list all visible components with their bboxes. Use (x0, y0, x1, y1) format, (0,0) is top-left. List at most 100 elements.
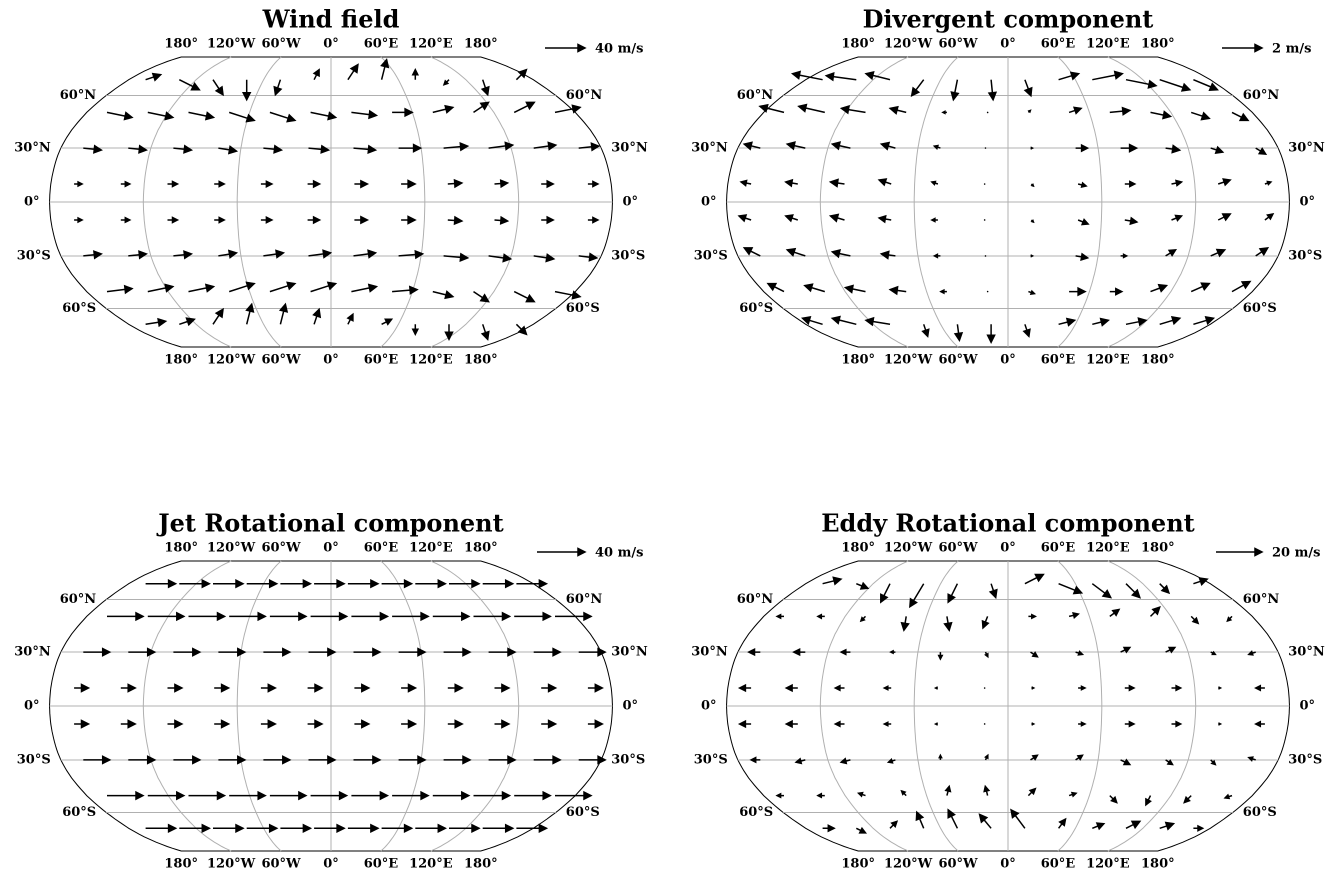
arrow (167, 683, 184, 693)
lat-tick-label: 30°N (691, 645, 728, 660)
lat-tick-label: 60°S (566, 805, 600, 820)
arrow (1069, 286, 1087, 297)
arrow (353, 755, 382, 765)
arrow (1030, 651, 1039, 658)
arrow (742, 141, 761, 151)
arrow (269, 611, 308, 622)
panel: 180° 180° 120°W 120°W 60°W 60°W 0° 0° 60°E 60°E 12… (691, 509, 1325, 872)
arrow (128, 755, 157, 765)
arrow (443, 142, 470, 152)
arrow (381, 823, 414, 834)
arrow (308, 144, 331, 154)
arrow (800, 316, 823, 326)
lon-tick-label: 120°E (1086, 353, 1130, 368)
arrow (473, 611, 512, 622)
arrow (578, 647, 607, 657)
arrow (1264, 212, 1275, 221)
arrow (938, 753, 943, 760)
arrow (228, 111, 256, 123)
lon-tick-label: 180° (164, 857, 198, 872)
arrow (179, 823, 211, 834)
arrow (1222, 43, 1264, 53)
map-boundary (725, 560, 1291, 852)
arrow (74, 180, 84, 188)
arrow (1075, 252, 1090, 261)
arrow (214, 683, 231, 693)
lon-tick-label: 180° (841, 37, 875, 52)
arrow (346, 312, 354, 325)
lat-tick-label: 60°N (737, 88, 774, 103)
lon-tick-label: 120°W (207, 857, 256, 872)
arrow (1030, 219, 1035, 224)
arrow (482, 823, 515, 834)
arrow (986, 290, 989, 293)
lat-tick-label: 30°N (691, 141, 728, 156)
lon-tick-label: 60°E (364, 353, 399, 368)
arrow (984, 651, 989, 659)
lat-tick-label: 0° (623, 195, 639, 210)
lon-tick-label: 180° (1141, 857, 1175, 872)
arrow (533, 755, 562, 765)
arrow (83, 144, 103, 154)
arrow (1218, 722, 1223, 726)
arrow (984, 147, 987, 149)
arrow (1030, 254, 1035, 258)
arrow (488, 253, 513, 263)
arrow (739, 179, 752, 187)
lon-tick-label: 180° (464, 353, 498, 368)
arrow (1190, 111, 1211, 121)
arrow (120, 216, 132, 224)
arrow (1058, 583, 1084, 595)
arrow (541, 179, 555, 189)
lat-tick-label: 60°N (566, 592, 603, 607)
arrow (775, 613, 784, 620)
arrow (578, 142, 601, 152)
arrow (308, 647, 337, 657)
lon-tick-label: 120°W (207, 541, 256, 556)
arrow (1120, 758, 1132, 766)
arrow (830, 248, 851, 259)
arrow (106, 111, 134, 121)
lon-tick-label: 120°E (409, 353, 453, 368)
arrow (347, 63, 359, 81)
arrow (877, 214, 892, 224)
arrow (1068, 106, 1083, 115)
arrow (1077, 218, 1090, 226)
arrow (354, 683, 371, 693)
arrow (308, 249, 333, 259)
lon-tick-label: 180° (1141, 353, 1175, 368)
arrow (784, 178, 798, 188)
arrow (449, 823, 481, 834)
arrow (229, 790, 267, 801)
arrow (120, 180, 132, 188)
arrow (1247, 756, 1256, 762)
arrow (986, 111, 989, 114)
lon-tick-label: 120°W (207, 353, 256, 368)
arrow (188, 790, 227, 801)
arrow (1124, 684, 1136, 692)
lon-tick-label: 60°W (261, 857, 301, 872)
arrow (1145, 795, 1152, 807)
arrow (513, 290, 536, 303)
arrow (473, 101, 490, 114)
arrow (1109, 795, 1118, 804)
lon-tick-label: 60°W (261, 353, 301, 368)
lat-tick-label: 30°N (611, 141, 648, 156)
arrow (1092, 70, 1124, 81)
arrow (747, 647, 761, 657)
arrow (766, 282, 785, 293)
arrow (983, 219, 986, 221)
arrow (1027, 787, 1037, 797)
arrow (415, 578, 447, 589)
lon-tick-label: 180° (841, 541, 875, 556)
arrow (1030, 183, 1035, 188)
arrow (513, 101, 536, 114)
arrow (178, 79, 201, 91)
arrow (494, 179, 510, 189)
arrow (555, 611, 593, 622)
arrow (839, 648, 851, 656)
arrow (128, 647, 157, 657)
arrow (1078, 685, 1087, 691)
lon-tick-label: 180° (841, 353, 875, 368)
arrow (833, 684, 845, 692)
